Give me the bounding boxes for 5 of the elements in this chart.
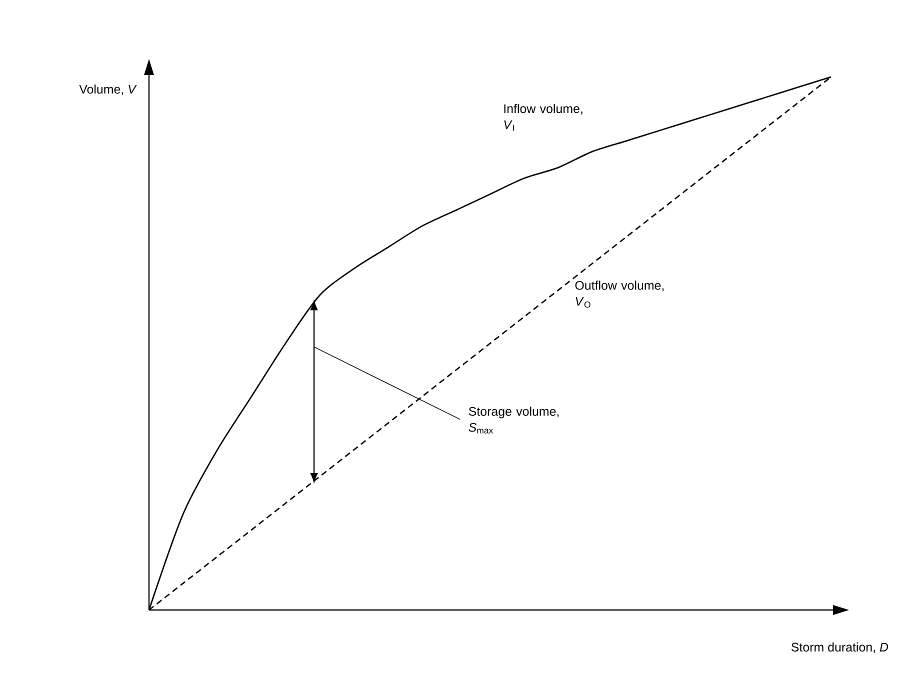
series-label: Outflow volume, V$_{O}$ [575, 280, 664, 308]
y-axis-title: Volume, V [79, 84, 137, 96]
x-axis-title: Storm duration, D [791, 642, 888, 654]
series-label: Inflow volume, V$_{I}$ [504, 104, 582, 131]
annotation: Storage volume, S$_{max}$ [468, 406, 559, 434]
